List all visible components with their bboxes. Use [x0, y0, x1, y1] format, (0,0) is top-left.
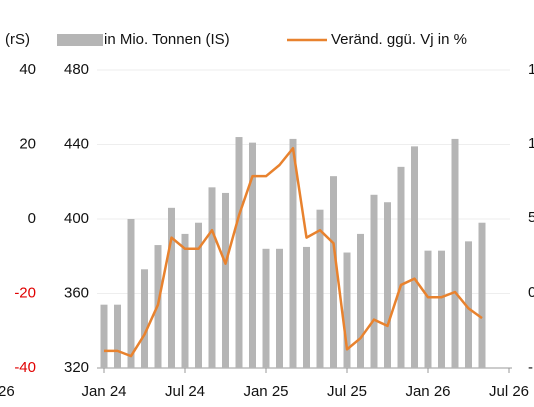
- bar: [249, 142, 256, 368]
- y-tick-label: 400: [64, 210, 89, 227]
- x-tick-label: Jan 25: [243, 383, 288, 400]
- cropped-label: (rS): [5, 31, 30, 48]
- y-tick-label: 440: [64, 135, 89, 152]
- bar: [100, 304, 108, 368]
- bar: [478, 222, 486, 368]
- bar: [195, 222, 202, 368]
- bar: [262, 248, 270, 368]
- bar: [357, 233, 364, 368]
- x-tick-label: Jan 26: [405, 383, 450, 400]
- cropped-label: 26: [0, 383, 15, 400]
- bar: [438, 250, 445, 368]
- cropped-label: 1: [528, 135, 534, 152]
- bar: [316, 209, 324, 368]
- y2-tick-label: 20: [19, 135, 36, 152]
- legend-label: in Mio. Tonnen (IS): [104, 31, 230, 48]
- cropped-label: 1: [528, 61, 534, 78]
- bar: [451, 138, 459, 368]
- x-tick-label: Jan 24: [81, 383, 126, 400]
- legend-swatch: [57, 34, 103, 46]
- bar: [303, 246, 310, 368]
- y2-tick-label: 0: [28, 210, 36, 227]
- bar: [289, 138, 297, 368]
- bar: [424, 250, 432, 368]
- bar: [208, 187, 216, 368]
- bar: [168, 207, 175, 368]
- bar: [114, 304, 121, 368]
- cropped-label: 5: [528, 209, 534, 226]
- cropped-label: -: [528, 359, 533, 376]
- bar: [343, 252, 351, 368]
- cropped-label: 0: [528, 284, 534, 301]
- bar: [127, 219, 135, 368]
- bar: [235, 137, 243, 368]
- bar: [384, 202, 391, 368]
- y-tick-label: 360: [64, 284, 89, 301]
- bar: [141, 269, 148, 368]
- y2-tick-label: -40: [14, 359, 36, 376]
- x-tick-label: Jul 26: [489, 383, 529, 400]
- y-tick-label: 320: [64, 359, 89, 376]
- bar: [465, 241, 472, 368]
- y-tick-label: 480: [64, 61, 89, 78]
- bar: [222, 192, 229, 368]
- legend-label: Veränd. ggü. Vj in %: [331, 31, 467, 48]
- y2-tick-label: 40: [19, 61, 36, 78]
- bar: [370, 194, 378, 368]
- bar: [276, 248, 283, 368]
- bar: [181, 233, 189, 368]
- bar: [397, 166, 405, 368]
- bar: [411, 146, 418, 368]
- line: [104, 146, 483, 358]
- x-tick-label: Jul 24: [165, 383, 205, 400]
- y2-tick-label: -20: [14, 284, 36, 301]
- x-tick-label: Jul 25: [327, 383, 367, 400]
- bar: [330, 176, 337, 368]
